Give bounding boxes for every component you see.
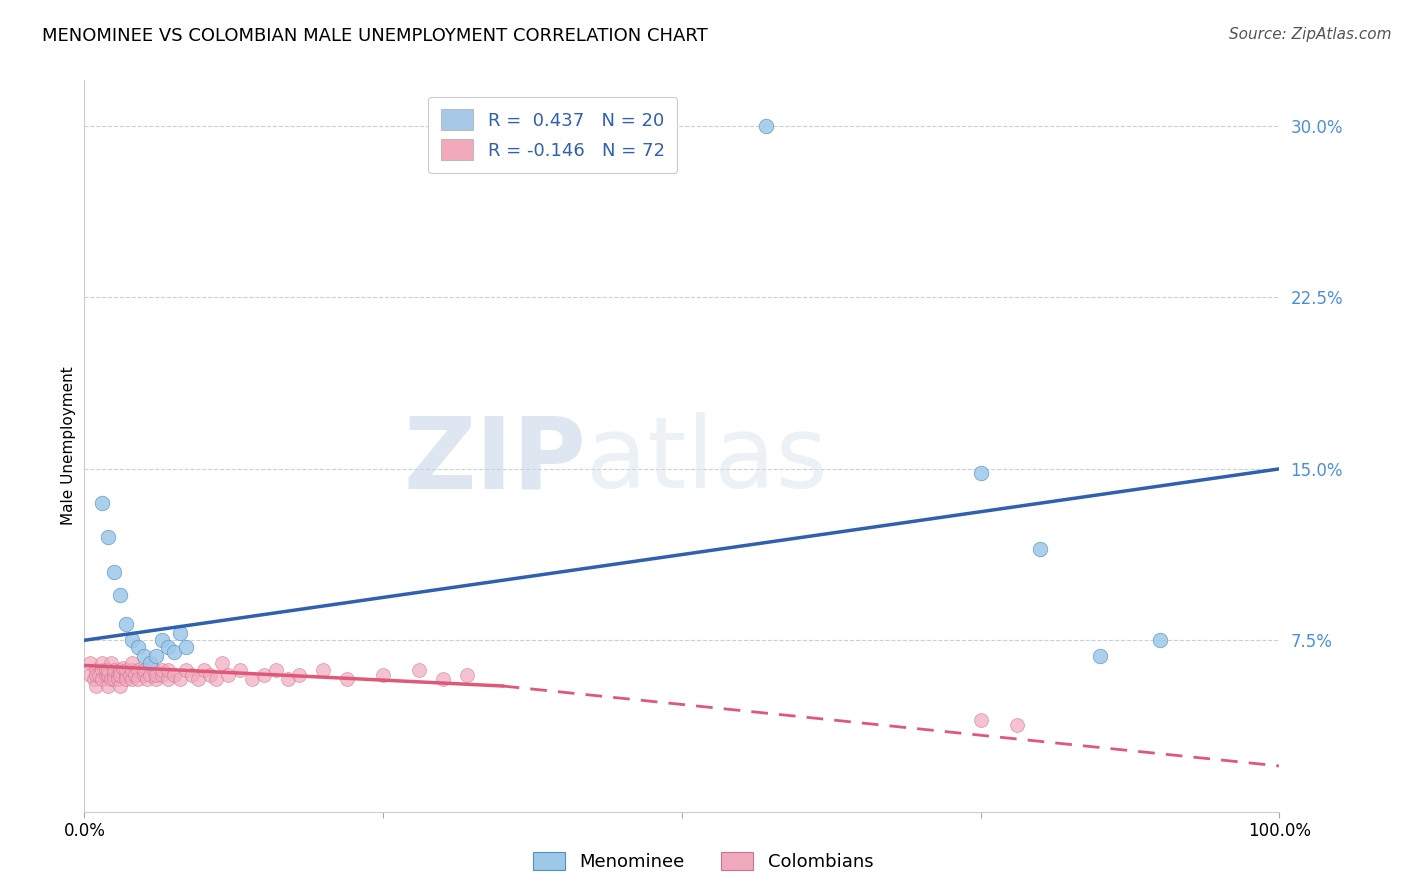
Point — [107, 667, 129, 681]
Point — [86, 663, 108, 677]
Point — [111, 661, 134, 675]
Point — [110, 588, 132, 602]
Point — [157, 640, 180, 655]
Point — [124, 667, 146, 681]
Point — [121, 656, 143, 670]
Point — [115, 617, 138, 632]
Point — [103, 672, 125, 686]
Point — [135, 672, 157, 686]
Point — [115, 663, 138, 677]
Point — [97, 663, 120, 677]
Point — [132, 649, 156, 664]
Point — [139, 667, 162, 681]
Point — [110, 663, 132, 677]
Text: ZIP: ZIP — [404, 412, 586, 509]
Point — [253, 667, 276, 681]
Point — [86, 667, 108, 681]
Point — [432, 672, 454, 686]
Point — [79, 656, 101, 670]
Point — [100, 672, 122, 686]
Point — [94, 663, 117, 677]
Point — [970, 714, 993, 728]
Point — [79, 667, 101, 681]
Point — [91, 672, 114, 686]
Point — [150, 633, 173, 648]
Point — [1149, 633, 1171, 648]
Point — [110, 679, 132, 693]
Point — [229, 663, 252, 677]
Point — [100, 656, 122, 670]
Point — [91, 663, 114, 677]
Point — [277, 672, 299, 686]
Point — [115, 667, 138, 681]
Point — [139, 656, 162, 670]
Point — [970, 467, 993, 481]
Point — [97, 679, 120, 693]
Point — [121, 672, 143, 686]
Point — [103, 667, 125, 681]
Point — [169, 672, 191, 686]
Point — [211, 656, 233, 670]
Point — [103, 663, 125, 677]
Point — [1029, 541, 1052, 556]
Point — [205, 672, 228, 686]
Point — [97, 530, 120, 544]
Point — [115, 672, 138, 686]
Point — [1090, 649, 1112, 664]
Y-axis label: Male Unemployment: Male Unemployment — [60, 367, 76, 525]
Point — [97, 667, 120, 681]
Legend: Menominee, Colombians: Menominee, Colombians — [526, 845, 880, 879]
Point — [157, 672, 180, 686]
Legend: R =  0.437   N = 20, R = -0.146   N = 72: R = 0.437 N = 20, R = -0.146 N = 72 — [427, 96, 678, 173]
Point — [103, 565, 125, 579]
Point — [174, 640, 197, 655]
Point — [145, 667, 167, 681]
Point — [336, 672, 359, 686]
Text: Source: ZipAtlas.com: Source: ZipAtlas.com — [1229, 27, 1392, 42]
Point — [91, 656, 114, 670]
Point — [187, 672, 209, 686]
Point — [174, 663, 197, 677]
Point — [121, 663, 143, 677]
Point — [127, 672, 149, 686]
Point — [312, 663, 335, 677]
Point — [86, 679, 108, 693]
Point — [157, 663, 180, 677]
Point — [373, 667, 395, 681]
Point — [264, 663, 287, 677]
Point — [193, 663, 215, 677]
Point — [145, 672, 167, 686]
Point — [91, 496, 114, 510]
Point — [83, 672, 105, 686]
Point — [127, 663, 149, 677]
Point — [142, 663, 165, 677]
Text: atlas: atlas — [586, 412, 828, 509]
Point — [121, 633, 143, 648]
Point — [163, 645, 186, 659]
Point — [145, 649, 167, 664]
Point — [288, 667, 311, 681]
Point — [240, 672, 263, 686]
Point — [181, 667, 204, 681]
Point — [150, 663, 173, 677]
Point — [94, 667, 117, 681]
Point — [132, 663, 156, 677]
Point — [1005, 718, 1028, 732]
Point — [755, 119, 778, 133]
Point — [107, 672, 129, 686]
Point — [139, 656, 162, 670]
Point — [163, 667, 186, 681]
Point — [87, 667, 110, 681]
Point — [127, 640, 149, 655]
Point — [110, 667, 132, 681]
Point — [150, 667, 173, 681]
Point — [456, 667, 478, 681]
Point — [408, 663, 430, 677]
Text: MENOMINEE VS COLOMBIAN MALE UNEMPLOYMENT CORRELATION CHART: MENOMINEE VS COLOMBIAN MALE UNEMPLOYMENT… — [42, 27, 709, 45]
Point — [217, 667, 239, 681]
Point — [132, 667, 156, 681]
Point — [118, 667, 141, 681]
Point — [169, 626, 191, 640]
Point — [198, 667, 221, 681]
